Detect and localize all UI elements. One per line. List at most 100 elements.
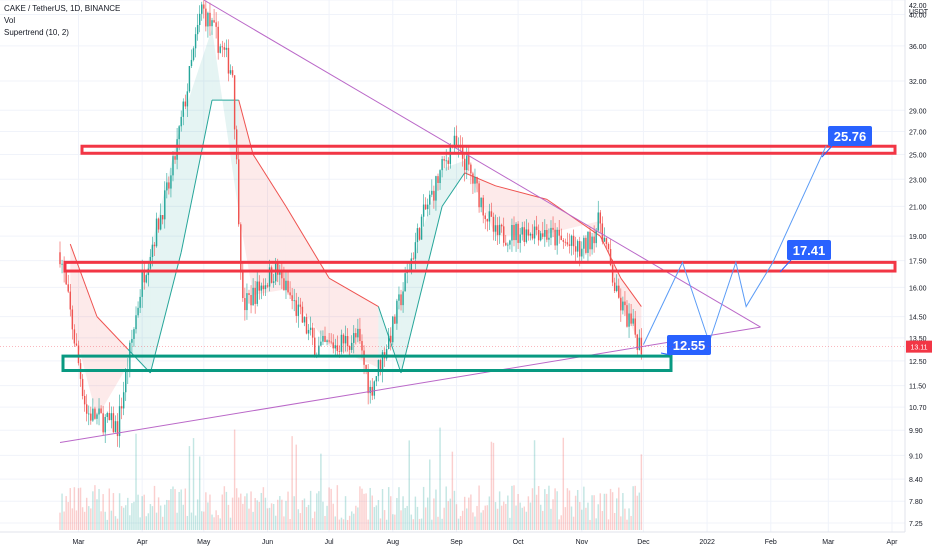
candle-body — [556, 229, 558, 246]
supertrend-line — [252, 154, 287, 207]
candle-body — [414, 242, 417, 259]
volume-bar — [562, 437, 565, 530]
level-label-1[interactable]: 17.41 — [793, 243, 826, 258]
volume-bar — [336, 485, 339, 530]
level-label-box[interactable] — [667, 335, 711, 355]
volume-bar — [548, 485, 550, 530]
volume-bar — [605, 493, 608, 530]
drawings[interactable]: 25.76 17.41 12.55 — [0, 0, 905, 444]
projection-path[interactable] — [642, 145, 827, 345]
candle-body — [638, 337, 641, 350]
supertrend-line — [96, 316, 129, 350]
volume-bar — [285, 500, 287, 530]
candle-body — [568, 244, 571, 246]
symbol-title[interactable]: CAKE / TetherUS, 1D, BINANCE — [4, 4, 121, 13]
candle-body — [332, 342, 334, 349]
trendline-descending[interactable] — [203, 0, 761, 328]
level-label-box[interactable] — [787, 240, 831, 260]
volume-bar — [350, 511, 353, 530]
volume-bar — [141, 496, 143, 530]
volume-bar — [455, 504, 458, 530]
candle-body — [398, 294, 400, 301]
volume-bar — [377, 499, 380, 530]
candle-body — [531, 233, 534, 239]
volume-bar — [521, 507, 523, 530]
candle-body — [482, 197, 484, 216]
volume-bar — [324, 515, 326, 530]
candle-body — [59, 252, 61, 265]
supertrend-fill — [150, 121, 182, 373]
volume-bar — [110, 510, 113, 530]
resistance-zone[interactable] — [80, 144, 897, 155]
volume-bar — [542, 510, 544, 530]
indicator-vol[interactable]: Vol — [4, 16, 16, 25]
candle-body — [180, 116, 182, 127]
candle-body — [219, 46, 221, 53]
candle-body — [73, 329, 76, 344]
last-price-badge[interactable] — [906, 340, 932, 353]
volume-bar — [402, 496, 404, 530]
supertrend-line — [464, 172, 496, 187]
support-zone[interactable] — [61, 354, 673, 373]
volume-bar — [513, 485, 515, 530]
candle-body — [466, 155, 468, 171]
trendline-ascending[interactable] — [59, 326, 761, 444]
volume-bar — [291, 436, 293, 530]
volume-bar — [112, 493, 115, 530]
volume-bar — [523, 506, 525, 530]
candle-body — [133, 329, 135, 339]
candle-body — [595, 230, 597, 244]
volume-bar — [139, 517, 141, 530]
level-label-box[interactable] — [828, 126, 872, 146]
candle-body — [258, 281, 260, 291]
supertrend-fill — [495, 185, 547, 237]
volume-bar — [98, 489, 100, 530]
volume-bar — [131, 503, 133, 530]
volume-bar — [184, 488, 187, 530]
volume-bar — [550, 508, 552, 530]
candle-body — [394, 316, 396, 324]
volume-bar — [468, 497, 470, 530]
volume-bar — [127, 497, 129, 530]
volume-bar — [209, 494, 211, 530]
price-tick-label: 19.00 — [909, 234, 927, 241]
volume-bar — [424, 507, 427, 530]
volume-bar — [498, 491, 501, 530]
volume-bar — [192, 438, 195, 530]
price-tick-label: 32.00 — [909, 79, 927, 86]
volume-bar — [410, 514, 413, 530]
candle-body — [613, 282, 616, 291]
last-price-label[interactable]: 13.11 — [911, 345, 928, 352]
level-label-2[interactable]: 12.55 — [673, 338, 706, 353]
time-tick-label: Jul — [325, 539, 334, 546]
volume-bar — [279, 496, 281, 530]
volume-bar — [151, 506, 154, 530]
resistance-zone[interactable] — [63, 260, 897, 273]
candle-body — [240, 224, 242, 271]
volume-bar — [494, 502, 497, 530]
candle-body — [192, 48, 195, 60]
candle-body — [71, 309, 74, 330]
candle-body — [422, 204, 425, 217]
candle-body — [104, 416, 106, 433]
candle-body — [589, 231, 591, 250]
candle-body — [348, 346, 351, 350]
volume-bar — [556, 491, 558, 530]
candle-body — [211, 20, 213, 27]
time-tick-label: Apr — [887, 539, 899, 546]
volume-bar — [505, 503, 507, 530]
volume-bar — [186, 515, 189, 530]
indicator-supertrend[interactable]: Supertrend (10, 2) — [4, 28, 69, 37]
candle-body — [585, 237, 587, 253]
level-label-0[interactable]: 25.76 — [834, 129, 867, 144]
volume-bar — [420, 518, 423, 530]
volume-bar — [96, 499, 98, 530]
volume-bar — [466, 508, 468, 530]
volume-bar — [61, 493, 63, 530]
candle-body — [215, 22, 217, 27]
candle-body — [262, 285, 265, 290]
candle-body — [88, 413, 90, 415]
volume-bar — [133, 501, 135, 530]
